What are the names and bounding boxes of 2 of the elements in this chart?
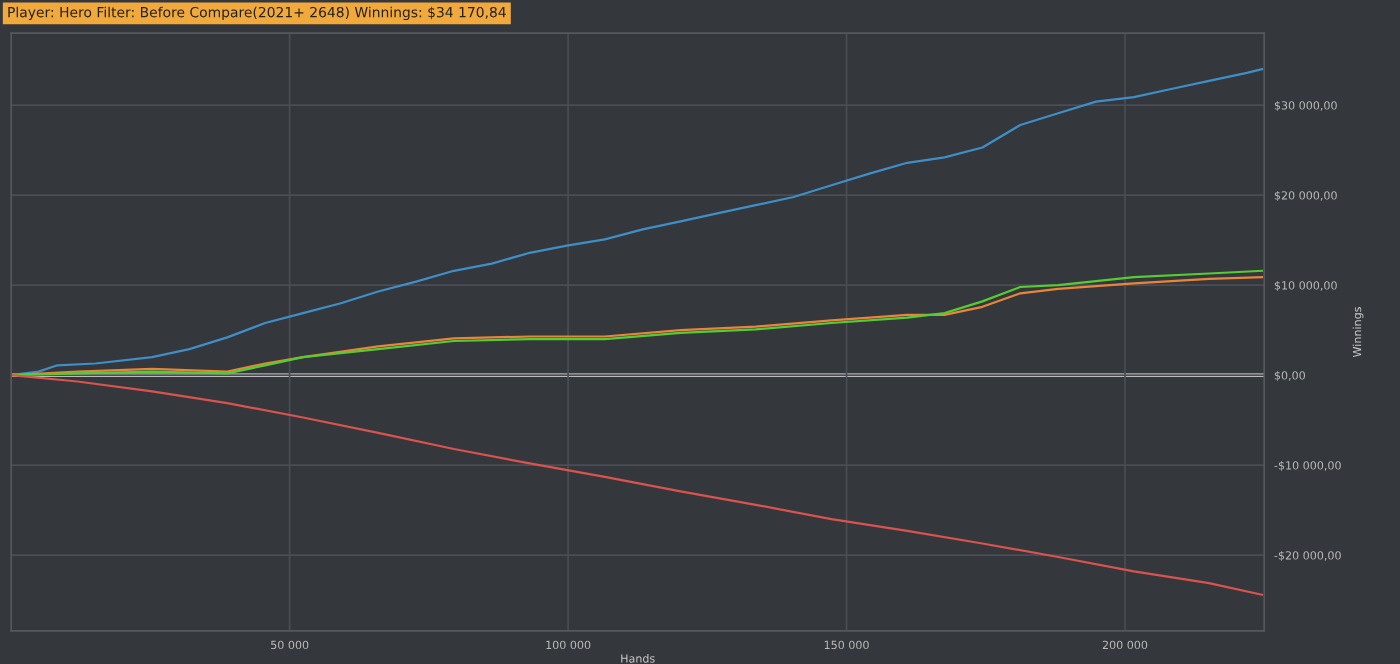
line-series (11, 374, 1264, 596)
line-series (11, 68, 1264, 377)
